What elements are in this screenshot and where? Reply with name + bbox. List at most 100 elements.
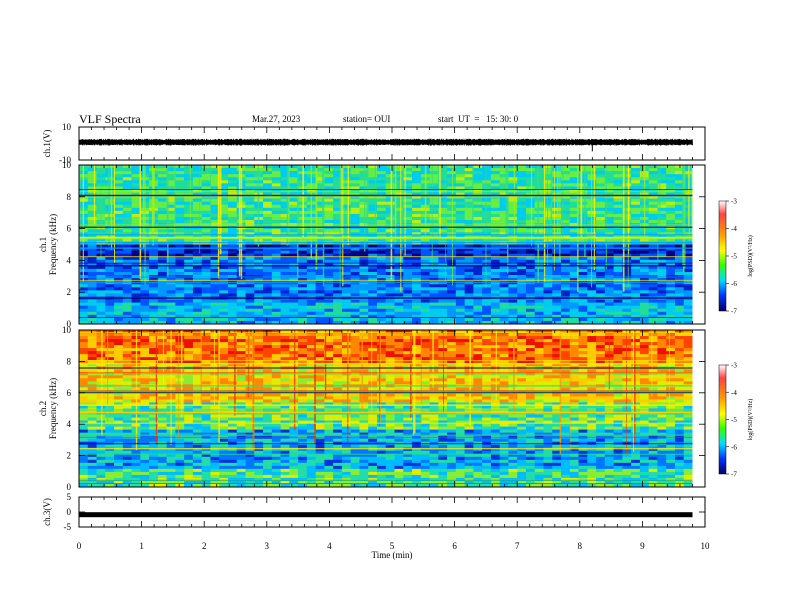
spectrogram-cell bbox=[385, 168, 395, 172]
spectrogram-cell bbox=[149, 305, 159, 310]
spectrogram-cell bbox=[341, 363, 351, 367]
spectrogram-cell bbox=[385, 311, 395, 316]
spectrogram-cell bbox=[473, 265, 483, 270]
spectrogram-cell bbox=[376, 256, 387, 261]
spectrogram-cell bbox=[429, 305, 439, 310]
spectrogram-cell bbox=[263, 351, 273, 355]
spectrogram-cell bbox=[412, 253, 422, 258]
spectrogram-cell bbox=[324, 268, 334, 273]
spectrogram-cell bbox=[114, 305, 124, 310]
spectrogram-cell bbox=[368, 204, 378, 209]
spectrogram-cell bbox=[639, 317, 649, 322]
spectrogram-cell bbox=[298, 314, 308, 319]
spectrogram-cell bbox=[517, 171, 527, 175]
spectrogram-cell bbox=[508, 186, 518, 190]
spectrogram-cell bbox=[236, 354, 246, 358]
spectrogram-cell bbox=[271, 293, 281, 297]
spectrogram-cell bbox=[280, 311, 290, 316]
spectrogram-cell bbox=[639, 247, 649, 251]
spectrogram-cell bbox=[376, 177, 387, 181]
spectrogram-cell bbox=[122, 220, 132, 224]
spectrogram-cell bbox=[192, 320, 202, 325]
spectrogram-cell bbox=[561, 186, 571, 190]
spectrogram-cell bbox=[534, 220, 544, 224]
spectrogram-cell bbox=[157, 299, 167, 303]
spectrogram-cell bbox=[122, 305, 132, 310]
spectrogram-cell bbox=[219, 311, 229, 316]
spectrogram-cell bbox=[122, 238, 132, 242]
spectrogram-cell bbox=[473, 369, 483, 373]
spectrogram-cell bbox=[534, 351, 544, 355]
spectrogram-cell bbox=[657, 238, 667, 242]
spectrogram-cell bbox=[359, 354, 369, 358]
spectrogram-cell bbox=[561, 204, 571, 209]
spectrogram-cell bbox=[631, 229, 641, 233]
spectrogram-cell bbox=[368, 250, 378, 254]
spectrogram-cell bbox=[315, 305, 325, 310]
spectrogram-cell bbox=[394, 354, 404, 358]
spectrogram-cell bbox=[394, 351, 404, 355]
spectrogram-cell bbox=[552, 293, 562, 297]
spectrogram-cell bbox=[666, 293, 676, 297]
spectrogram-cell bbox=[192, 238, 202, 242]
spectrogram-cell bbox=[508, 278, 518, 282]
spectrogram-cell bbox=[254, 363, 264, 367]
spectrogram-cell bbox=[490, 174, 500, 178]
spectrogram-cell bbox=[438, 268, 448, 273]
spectrogram-cell bbox=[280, 320, 290, 325]
spectrogram-cell bbox=[517, 262, 527, 267]
spectrogram-cell bbox=[517, 342, 527, 346]
spectrogram-cell bbox=[184, 354, 194, 358]
spectrogram-cell bbox=[175, 174, 185, 178]
spectrogram-cell bbox=[350, 226, 360, 230]
spectrogram-cell bbox=[254, 293, 264, 297]
spectrogram-cell bbox=[201, 204, 211, 209]
spectrogram-cell bbox=[455, 342, 465, 346]
spectrogram-cell bbox=[499, 369, 509, 373]
spectrogram-cell bbox=[122, 299, 132, 303]
spectrogram-cell bbox=[79, 320, 89, 325]
spectrogram-cell bbox=[657, 186, 667, 190]
spectrogram-cell bbox=[236, 348, 246, 352]
spectrogram-cell bbox=[227, 320, 238, 325]
spectrogram-cell bbox=[140, 357, 150, 361]
spectrogram-cell bbox=[385, 186, 395, 190]
spectrogram-cell bbox=[114, 308, 124, 313]
spectrogram-cell bbox=[376, 317, 387, 322]
start-time-label: start UT = 15: 30: 0 bbox=[438, 114, 519, 124]
spectrogram-cell bbox=[613, 256, 623, 261]
spectrogram-cell bbox=[114, 186, 124, 190]
spectrogram-cell bbox=[333, 232, 343, 236]
spectrogram-cell bbox=[149, 369, 159, 373]
spectrogram-cell bbox=[552, 302, 562, 306]
spectrogram-cell bbox=[464, 204, 474, 209]
spectrogram-cell bbox=[490, 320, 500, 325]
spectrogram-cell bbox=[157, 314, 167, 319]
spectrogram-cell bbox=[201, 171, 211, 175]
spectrogram-cell bbox=[175, 348, 185, 352]
spectrogram-cell bbox=[508, 177, 518, 181]
spectrogram-cell bbox=[359, 247, 369, 251]
spectrogram-cell bbox=[350, 342, 360, 346]
spectrogram-cell bbox=[403, 256, 413, 261]
spectrogram-cell bbox=[87, 253, 97, 258]
spectrogram-cell bbox=[622, 174, 632, 178]
spectrogram-cell bbox=[683, 330, 693, 334]
spectrogram-cell bbox=[613, 183, 623, 187]
spectrogram-cell bbox=[324, 259, 334, 264]
spectrogram-cell bbox=[394, 232, 404, 236]
spectrogram-cell bbox=[263, 320, 273, 325]
spectrogram-cell bbox=[648, 302, 658, 306]
spectrogram-cell bbox=[674, 287, 685, 291]
spectrogram-cell bbox=[683, 226, 693, 230]
spectrogram-cell bbox=[271, 357, 281, 361]
spectrogram-cell bbox=[534, 363, 544, 367]
spectrogram-cell bbox=[596, 330, 606, 334]
spectrogram-cell bbox=[596, 311, 606, 316]
spectrogram-cell bbox=[525, 177, 536, 181]
spectrogram-cell bbox=[631, 268, 641, 273]
spectrogram-cell bbox=[105, 290, 115, 294]
spectrogram-cell bbox=[385, 299, 395, 303]
spectrogram-cell bbox=[315, 192, 325, 196]
spectrogram-cell bbox=[368, 299, 378, 303]
